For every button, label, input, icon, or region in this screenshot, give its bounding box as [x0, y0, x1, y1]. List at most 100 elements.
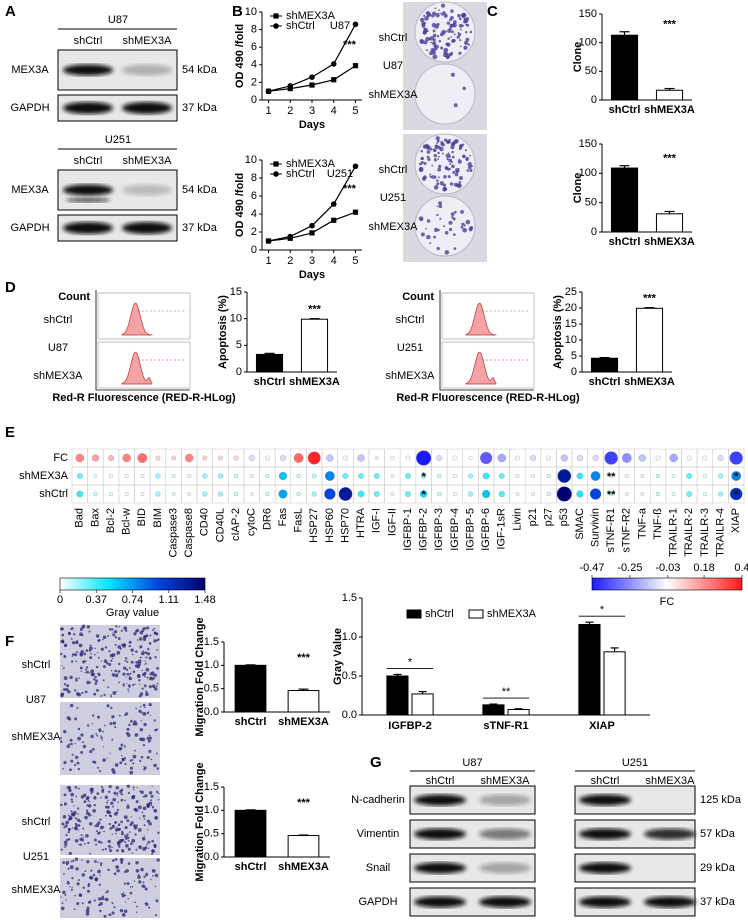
- colony: [456, 35, 460, 39]
- migrated-cell: [77, 727, 81, 731]
- category-label: IGF-1sR: [496, 508, 508, 550]
- migrated-cell: [141, 673, 145, 677]
- migrated-cell: [131, 885, 134, 888]
- colony: [458, 175, 463, 180]
- migrated-cell: [131, 653, 134, 656]
- migrated-cell: [123, 870, 126, 874]
- x-tick-label: 2: [287, 105, 293, 117]
- colony: [467, 165, 472, 170]
- category-label: HSP27: [308, 508, 320, 543]
- colony: [427, 157, 431, 161]
- migrated-cell: [63, 683, 67, 686]
- migrated-cell: [80, 834, 83, 837]
- colony: [462, 86, 466, 91]
- migrated-cell: [79, 843, 82, 846]
- migrated-cell: [155, 790, 159, 793]
- migrated-cell: [142, 743, 146, 747]
- bubble: [467, 473, 474, 479]
- migrated-cell: [97, 656, 100, 659]
- colony: [432, 54, 438, 60]
- x-tick-label: IGFBP-2: [388, 720, 431, 732]
- migrated-cell: [84, 815, 88, 820]
- migrated-cell: [90, 669, 95, 674]
- migrated-cell: [125, 712, 129, 716]
- migrated-cell: [136, 664, 141, 669]
- migrated-cell: [114, 821, 117, 824]
- migrated-cell: [155, 899, 159, 903]
- x-tick-label: shCtrl: [235, 861, 267, 873]
- migrated-cell: [124, 659, 127, 662]
- y-tick-label: 10: [245, 6, 257, 18]
- blot-size: 37 kDa: [182, 222, 218, 234]
- migrated-cell: [95, 843, 98, 846]
- blot-band: [479, 896, 531, 908]
- category-label: IGFBP-5: [464, 508, 476, 551]
- bubble: [546, 455, 552, 461]
- migrated-cell: [140, 755, 144, 759]
- migrated-cell: [111, 672, 116, 677]
- migrated-cell: [85, 908, 90, 913]
- migrated-cell: [156, 767, 160, 770]
- migrated-cell: [144, 794, 148, 798]
- migrated-cell: [138, 683, 141, 685]
- annotation: ***: [643, 293, 657, 305]
- migrated-cell: [138, 637, 143, 641]
- y-tick-label: 0.5: [204, 683, 219, 695]
- row-label: FC: [53, 452, 68, 464]
- migrated-cell: [107, 705, 110, 708]
- y-tick-label: 0: [236, 366, 242, 378]
- migrated-cell: [145, 690, 148, 693]
- migrated-cell: [63, 655, 67, 658]
- migrated-cell: [61, 633, 65, 637]
- migrated-cell: [111, 768, 115, 772]
- migrated-cell: [86, 670, 89, 674]
- category-label: sTNF-R2: [621, 508, 633, 553]
- bubble: [437, 473, 442, 479]
- bar: [386, 675, 409, 716]
- migrated-cell: [110, 801, 114, 805]
- migrated-cell: [100, 647, 104, 651]
- migrated-cell: [149, 714, 152, 716]
- y-tick-label: 10: [245, 154, 257, 166]
- bubble: [311, 491, 317, 497]
- migrated-cell: [145, 692, 149, 697]
- migrated-cell: [134, 833, 137, 836]
- migrated-cell: [88, 630, 91, 633]
- migrated-cell: [84, 660, 87, 663]
- migrated-cell: [148, 678, 151, 681]
- bar: [411, 693, 434, 716]
- bubble: [184, 453, 194, 463]
- colony: [447, 175, 451, 179]
- colony: [428, 37, 431, 40]
- bubble: [482, 472, 490, 480]
- y-tick-label: 100: [579, 167, 597, 179]
- colony: [450, 72, 455, 77]
- migrated-cell: [114, 828, 118, 832]
- migrated-cell: [122, 643, 127, 647]
- migrated-cell: [148, 801, 153, 805]
- migrated-cell: [108, 784, 112, 789]
- x-tick-label: shMEX3A: [644, 236, 695, 248]
- bubble: [338, 487, 353, 501]
- migrated-cell: [153, 719, 156, 722]
- image-label: U251: [23, 851, 49, 863]
- y-tick-label: 150: [579, 138, 597, 150]
- migrated-cell: [70, 810, 73, 813]
- row-label: shCtrl: [39, 488, 68, 500]
- migrated-cell: [132, 754, 137, 759]
- migrated-cell: [86, 724, 90, 727]
- significance: *: [421, 489, 426, 501]
- y-tick-label: 0.5: [204, 828, 219, 840]
- migrated-cell: [70, 812, 75, 817]
- migrated-cell: [130, 648, 134, 652]
- migrated-cell: [67, 818, 71, 821]
- migrated-cell: [129, 886, 132, 888]
- migrated-cell: [116, 792, 119, 795]
- migrated-cell: [108, 650, 111, 653]
- migrated-cell: [61, 902, 64, 905]
- migrated-cell: [135, 661, 139, 664]
- bubble: [702, 455, 708, 461]
- panel-label: B: [232, 3, 243, 20]
- bubble: [358, 473, 365, 479]
- migrated-cell: [146, 819, 151, 824]
